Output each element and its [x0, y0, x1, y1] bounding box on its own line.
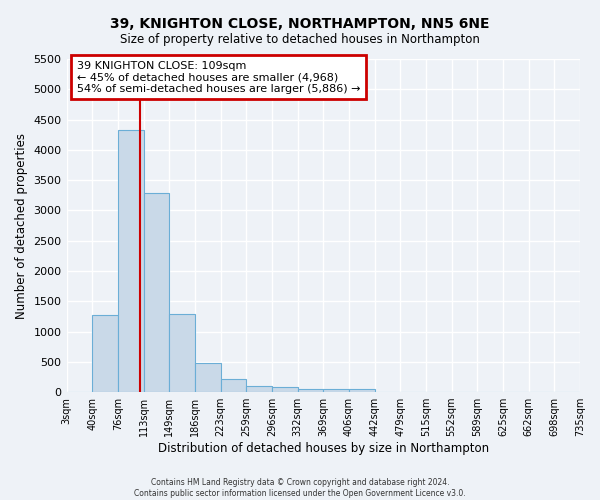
Y-axis label: Number of detached properties: Number of detached properties	[15, 132, 28, 318]
Bar	[323, 389, 349, 392]
Bar	[246, 386, 272, 392]
Text: 39, KNIGHTON CLOSE, NORTHAMPTON, NN5 6NE: 39, KNIGHTON CLOSE, NORTHAMPTON, NN5 6NE	[110, 18, 490, 32]
Text: Size of property relative to detached houses in Northampton: Size of property relative to detached ho…	[120, 32, 480, 46]
Text: Contains HM Land Registry data © Crown copyright and database right 2024.
Contai: Contains HM Land Registry data © Crown c…	[134, 478, 466, 498]
Bar	[169, 314, 195, 392]
Bar	[143, 193, 169, 392]
Bar	[221, 380, 246, 392]
Bar	[349, 389, 374, 392]
Bar	[92, 315, 118, 392]
Bar	[195, 363, 221, 392]
Bar	[118, 130, 143, 392]
Bar	[272, 387, 298, 392]
X-axis label: Distribution of detached houses by size in Northampton: Distribution of detached houses by size …	[158, 442, 489, 455]
Bar	[298, 389, 323, 392]
Text: 39 KNIGHTON CLOSE: 109sqm
← 45% of detached houses are smaller (4,968)
54% of se: 39 KNIGHTON CLOSE: 109sqm ← 45% of detac…	[77, 60, 361, 94]
